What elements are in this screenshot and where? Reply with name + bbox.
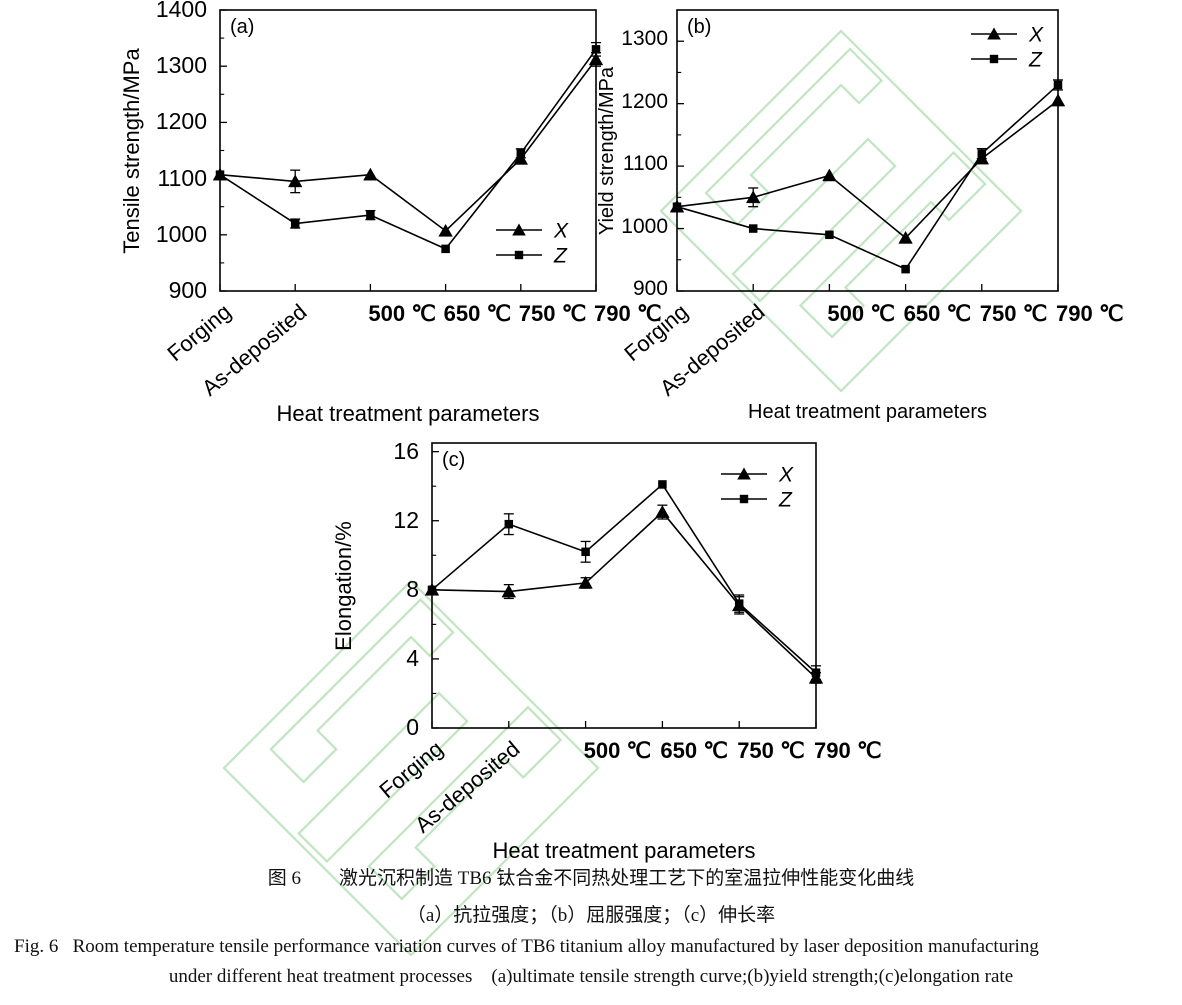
svg-text:(c): (c) — [442, 449, 465, 471]
svg-text:(a): (a) — [230, 16, 254, 38]
svg-text:X: X — [1028, 24, 1044, 47]
svg-text:Z: Z — [1028, 49, 1043, 72]
svg-text:X: X — [553, 220, 569, 243]
svg-text:Z: Z — [778, 489, 793, 512]
svg-text:(b): (b) — [687, 16, 711, 38]
svg-text:X: X — [778, 464, 794, 487]
svg-text:Z: Z — [553, 245, 568, 268]
